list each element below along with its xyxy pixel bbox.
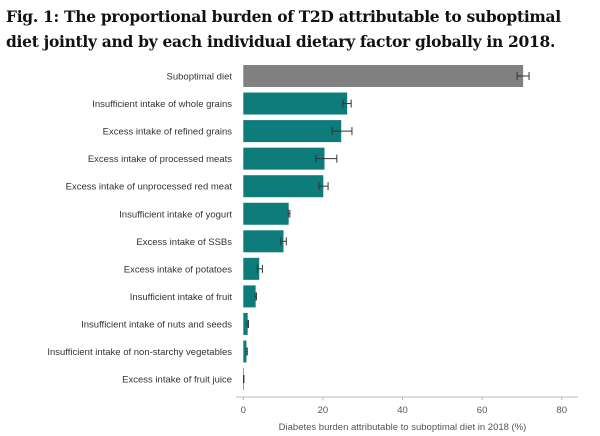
category-label: Excess intake of refined grains bbox=[103, 127, 233, 138]
category-label: Excess intake of fruit juice bbox=[122, 375, 232, 386]
category-label: Insufficient intake of yogurt bbox=[119, 209, 232, 220]
x-tick-label: 80 bbox=[556, 405, 567, 416]
category-label: Insufficient intake of nuts and seeds bbox=[81, 319, 232, 330]
bar bbox=[243, 312, 248, 335]
bar bbox=[243, 340, 247, 363]
bar bbox=[243, 147, 325, 170]
x-tick-label: 0 bbox=[241, 405, 246, 416]
category-label: Excess intake of SSBs bbox=[136, 237, 232, 248]
figure-title: Fig. 1: The proportional burden of T2D a… bbox=[6, 7, 561, 51]
bar bbox=[243, 65, 524, 87]
category-label: Excess intake of processed meats bbox=[88, 154, 232, 165]
bar bbox=[243, 285, 256, 308]
x-axis-title: Diabetes burden attributable to suboptim… bbox=[279, 422, 527, 433]
category-label: Insufficient intake of whole grains bbox=[92, 99, 232, 110]
category-label: Excess intake of unprocessed red meat bbox=[66, 182, 233, 193]
category-label: Suboptimal diet bbox=[167, 72, 233, 83]
x-tick-label: 20 bbox=[318, 405, 329, 416]
bar bbox=[243, 175, 324, 198]
category-label: Insufficient intake of non-starchy veget… bbox=[47, 347, 232, 358]
bar bbox=[243, 257, 260, 280]
x-tick-label: 40 bbox=[397, 405, 408, 416]
bar bbox=[243, 92, 348, 115]
bar bbox=[243, 202, 289, 225]
category-label: Insufficient intake of fruit bbox=[130, 292, 233, 303]
x-tick-label: 60 bbox=[477, 405, 488, 416]
bar bbox=[243, 120, 342, 143]
bar bbox=[243, 230, 284, 253]
category-label: Excess intake of potatoes bbox=[124, 264, 233, 275]
